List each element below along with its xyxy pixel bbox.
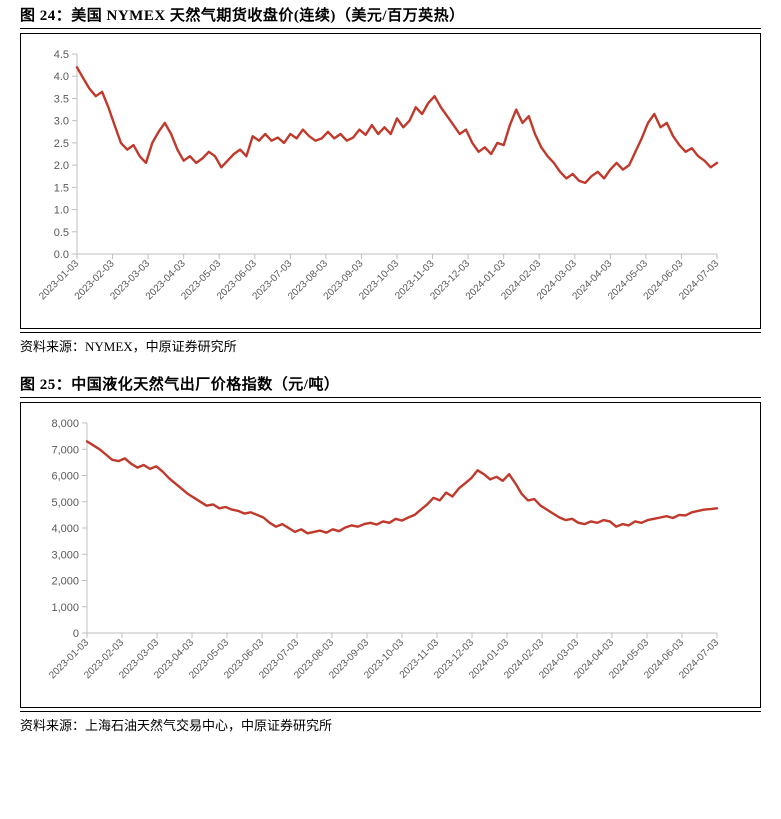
svg-text:2,000: 2,000 — [51, 576, 79, 588]
figure-25-source: 资料来源：上海石油天然气交易中心，中原证券研究所 — [20, 711, 761, 734]
svg-text:4.5: 4.5 — [54, 49, 69, 61]
figure-24-title: 图 24：美国 NYMEX 天然气期货收盘价(连续)（美元/百万英热） — [20, 0, 761, 29]
figure-25-title-prefix: 图 25： — [20, 377, 71, 393]
svg-text:3.5: 3.5 — [54, 93, 69, 105]
svg-text:8,000: 8,000 — [51, 418, 79, 430]
figure-25-chart-container: 0 1,000 2,000 3,000 4,000 5,000 6,000 7,000 8,00… — [20, 402, 761, 708]
figure-25-chart: 0 1,000 2,000 3,000 4,000 5,000 6,000 7,000 8,00… — [27, 413, 727, 703]
figure-24-source-label: 资料来源： — [20, 339, 85, 354]
figure-25-title-text: 中国液化天然气出厂价格指数（元/吨） — [71, 377, 339, 393]
figure-25-source-text: 上海石油天然气交易中心，中原证券研究所 — [85, 718, 332, 733]
svg-text:3,000: 3,000 — [51, 549, 79, 561]
figure-24-title-text: 美国 NYMEX 天然气期货收盘价(连续)（美元/百万英热） — [71, 8, 464, 24]
figure-24-source: 资料来源：NYMEX，中原证券研究所 — [20, 332, 761, 355]
svg-text:2.5: 2.5 — [54, 138, 69, 150]
svg-text:1.0: 1.0 — [54, 205, 69, 217]
svg-text:6,000: 6,000 — [51, 471, 79, 483]
svg-text:5,000: 5,000 — [51, 497, 79, 509]
svg-text:1.5: 1.5 — [54, 182, 69, 194]
svg-text:7,000: 7,000 — [51, 444, 79, 456]
figure-24-chart-container: 0.00.51.01.52.02.53.03.54.04.52023-01-03… — [20, 33, 761, 329]
figure-24: 图 24：美国 NYMEX 天然气期货收盘价(连续)（美元/百万英热） 0.0 0… — [20, 0, 761, 355]
svg-text:0: 0 — [73, 628, 79, 640]
figure-24-title-prefix: 图 24： — [20, 8, 71, 24]
svg-text:0.5: 0.5 — [54, 227, 69, 239]
svg-text:4,000: 4,000 — [51, 523, 79, 535]
svg-text:1,000: 1,000 — [51, 602, 79, 614]
svg-text:0.0: 0.0 — [54, 249, 69, 261]
svg-text:3.0: 3.0 — [54, 116, 69, 128]
figure-25-source-label: 资料来源： — [20, 718, 85, 733]
svg-text:2.0: 2.0 — [54, 160, 69, 172]
svg-text:4.0: 4.0 — [54, 71, 69, 83]
figure-24-chart: 0.00.51.01.52.02.53.03.54.04.52023-01-03… — [27, 44, 727, 324]
figure-25-title: 图 25：中国液化天然气出厂价格指数（元/吨） — [20, 369, 761, 398]
figure-24-source-text: NYMEX，中原证券研究所 — [85, 339, 237, 354]
figure-25: 图 25：中国液化天然气出厂价格指数（元/吨） 0 1,000 2,000 3,000… — [20, 369, 761, 734]
